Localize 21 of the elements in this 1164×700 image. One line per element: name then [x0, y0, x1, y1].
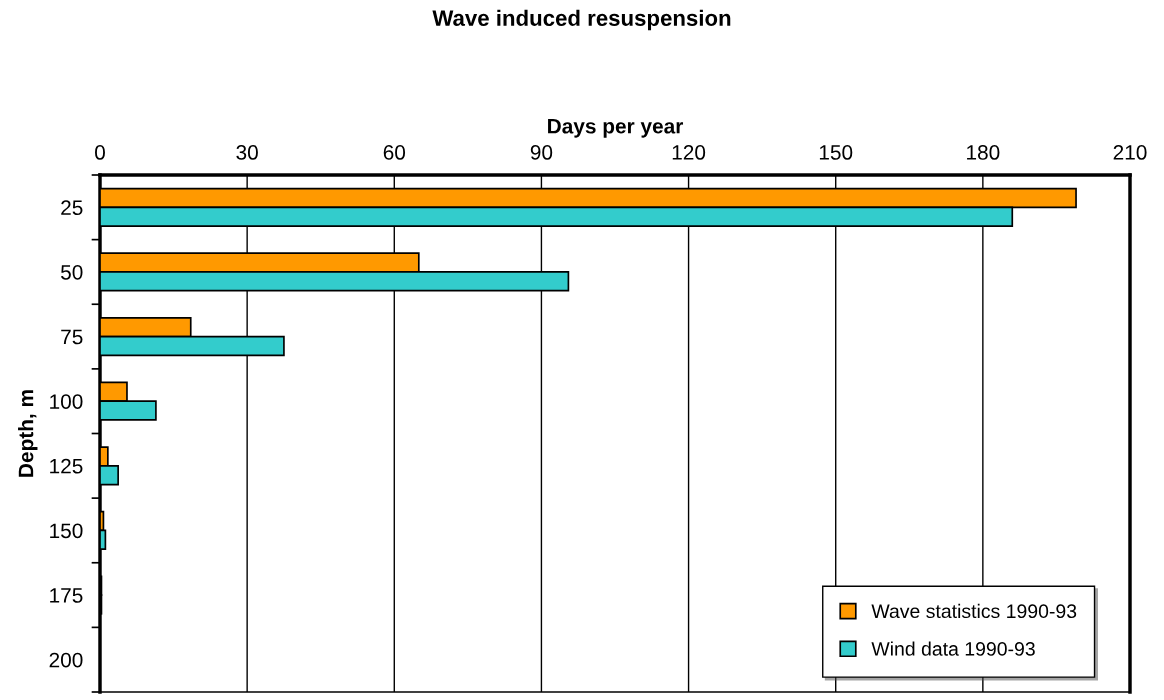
y-tick-label: 25: [61, 200, 83, 216]
x-tick-label: 60: [383, 145, 406, 160]
x-axis-title: Days per year: [548, 119, 684, 138]
y-tick-label: 150: [50, 523, 83, 539]
y-tick-label: 75: [61, 329, 83, 345]
y-tick-label: 200: [49, 652, 83, 668]
y-tick-label: 175: [50, 588, 83, 603]
x-tick-label: 120: [672, 145, 706, 160]
x-tick-label: 210: [1113, 145, 1147, 160]
x-tick-label: 0: [95, 145, 105, 160]
y-tick-label: 50: [61, 264, 83, 280]
x-tick-label: 90: [530, 145, 553, 160]
x-tick-label: 180: [967, 145, 1000, 160]
x-tick-label: 150: [819, 145, 853, 160]
chart-title: Wave induced resuspension: [432, 9, 731, 31]
y-tick-label: 100: [50, 394, 83, 409]
legend-label: Wave statistics 1990-93: [871, 603, 1077, 619]
x-tick-label: 30: [236, 145, 258, 160]
y-tick-label: 125: [50, 458, 83, 474]
legend-label: Wind data 1990-93: [871, 641, 1035, 656]
y-axis-title: Depth, m: [18, 390, 38, 477]
